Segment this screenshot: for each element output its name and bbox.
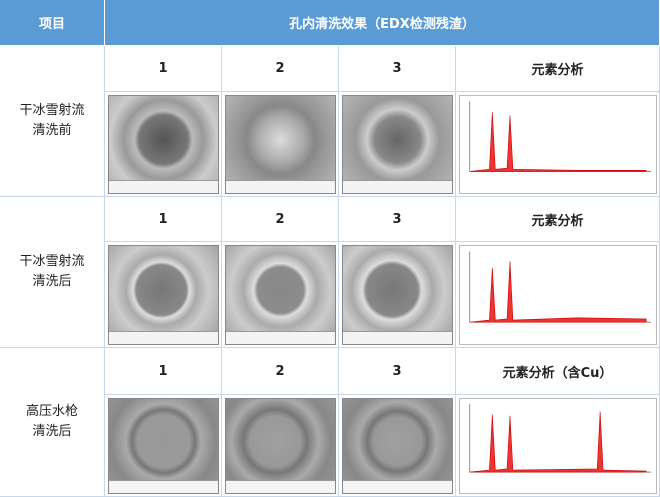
sem-image	[342, 245, 453, 345]
image-cell	[105, 92, 222, 197]
spectrum-axes	[469, 404, 652, 473]
image-cell	[339, 242, 456, 348]
sem-info-bar	[109, 480, 218, 493]
column-header: 1	[105, 197, 222, 242]
sem-image	[225, 95, 336, 194]
column-header: 2	[222, 46, 339, 92]
image-cell	[105, 242, 222, 348]
sem-info-bar	[226, 180, 335, 193]
column-header: 元素分析	[456, 46, 660, 92]
row-label-line: 干冰雪射流	[19, 254, 85, 269]
sem-image	[108, 245, 219, 345]
column-header: 1	[105, 46, 222, 92]
row-label-line: 干冰雪射流	[19, 103, 85, 118]
row-label: 干冰雪射流 清洗前	[0, 46, 105, 197]
column-header: 1	[105, 348, 222, 395]
spectrum-image	[459, 398, 657, 494]
sem-image	[225, 398, 336, 494]
spectrum-image	[459, 95, 657, 194]
spectrum	[469, 251, 652, 323]
image-cell	[222, 92, 339, 197]
sem-image	[108, 398, 219, 494]
sem-info-bar	[343, 480, 452, 493]
spectrum-axes	[469, 101, 652, 172]
row-label-line: 清洗后	[32, 274, 72, 289]
spectrum-peaks	[469, 261, 647, 323]
spectrum	[469, 101, 652, 172]
sem-image	[108, 95, 219, 194]
row-label: 高压水枪 清洗后	[0, 348, 105, 497]
spectrum-axes	[469, 251, 652, 323]
sem-image	[342, 398, 453, 494]
spectrum	[469, 404, 652, 473]
row-label: 干冰雪射流 清洗后	[0, 197, 105, 348]
row-label-line: 清洗前	[32, 123, 72, 138]
column-header: 2	[222, 197, 339, 242]
row-label-line: 清洗后	[32, 424, 72, 439]
spectrum-image	[459, 245, 657, 345]
header-item: 项目	[0, 0, 105, 46]
sem-info-bar	[109, 331, 218, 344]
sem-info-bar	[226, 331, 335, 344]
sem-info-bar	[343, 180, 452, 193]
column-header: 2	[222, 348, 339, 395]
row-label-line: 高压水枪	[25, 404, 78, 419]
sem-info-bar	[343, 331, 452, 344]
column-header: 元素分析（含Cu）	[456, 348, 660, 395]
column-header: 3	[339, 197, 456, 242]
spectrum-peaks	[469, 411, 647, 473]
image-cell	[339, 92, 456, 197]
image-cell	[222, 242, 339, 348]
column-header: 3	[339, 46, 456, 92]
column-header: 3	[339, 348, 456, 395]
sem-image	[342, 95, 453, 194]
sem-info-bar	[109, 180, 218, 193]
sem-info-bar	[226, 480, 335, 493]
header-effect: 孔内清洗效果（EDX检测残渣）	[105, 0, 660, 46]
spectrum-peaks	[469, 112, 647, 172]
column-header: 元素分析	[456, 197, 660, 242]
sem-image	[225, 245, 336, 345]
